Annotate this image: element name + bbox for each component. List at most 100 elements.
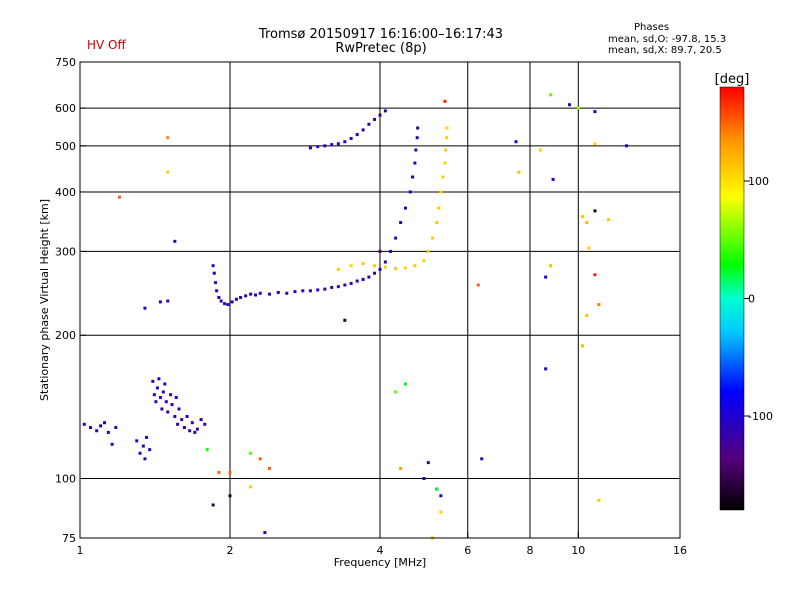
scatter-point-131 bbox=[587, 246, 591, 250]
scatter-point-159 bbox=[205, 448, 209, 452]
scatter-point-70 bbox=[373, 271, 377, 275]
scatter-point-79 bbox=[413, 161, 417, 165]
y-tick-label-1: 100 bbox=[55, 473, 76, 486]
scatter-point-61 bbox=[316, 288, 320, 292]
scatter-point-124 bbox=[539, 148, 543, 152]
scatter-point-153 bbox=[585, 314, 589, 318]
scatter-point-39 bbox=[203, 422, 207, 426]
scatter-point-128 bbox=[581, 215, 585, 219]
scatter-point-103 bbox=[373, 264, 377, 268]
scatter-point-57 bbox=[285, 291, 289, 295]
phase-colorbar bbox=[719, 86, 745, 511]
scatter-point-144 bbox=[217, 470, 221, 474]
scatter-point-17 bbox=[155, 386, 159, 390]
scatter-point-7 bbox=[103, 421, 107, 425]
scatter-point-148 bbox=[399, 466, 403, 470]
scatter-point-4 bbox=[106, 430, 110, 434]
scatter-point-37 bbox=[195, 427, 199, 431]
scatter-point-16 bbox=[154, 400, 158, 404]
scatter-point-90 bbox=[355, 133, 359, 137]
scatter-point-69 bbox=[367, 275, 371, 279]
scatter-point-169 bbox=[549, 264, 553, 268]
scatter-point-31 bbox=[180, 418, 184, 422]
scatter-point-135 bbox=[593, 110, 597, 114]
scatter-point-118 bbox=[445, 126, 449, 130]
scatter-point-94 bbox=[378, 113, 382, 117]
x-axis-label: Frequency [MHz] bbox=[334, 556, 426, 569]
scatter-point-32 bbox=[182, 425, 186, 429]
scatter-point-82 bbox=[416, 126, 420, 130]
scatter-point-22 bbox=[163, 382, 167, 386]
scatter-point-139 bbox=[480, 457, 484, 461]
scatter-point-98 bbox=[143, 306, 147, 310]
chart-title: Tromsø 20150917 16:16:00–16:17:43 bbox=[258, 27, 504, 42]
scatter-point-130 bbox=[607, 218, 611, 222]
scatter-point-113 bbox=[439, 190, 443, 194]
y-tick-label-2: 200 bbox=[55, 329, 76, 342]
y-tick-label-3: 300 bbox=[55, 245, 76, 258]
colorbar-tick-label-1: 0 bbox=[748, 293, 755, 306]
scatter-point-34 bbox=[188, 429, 192, 433]
scatter-point-97 bbox=[166, 299, 170, 303]
scatter-point-119 bbox=[166, 136, 170, 140]
scatter-point-21 bbox=[161, 390, 165, 394]
scatter-point-138 bbox=[544, 367, 548, 371]
scatter-point-102 bbox=[361, 261, 365, 265]
scatter-point-96 bbox=[158, 300, 162, 304]
colorbar-tick-label-2: -100 bbox=[748, 410, 773, 423]
x-tick-label-6: 16 bbox=[673, 544, 687, 557]
scatter-point-49 bbox=[234, 297, 238, 301]
scatter-point-12 bbox=[143, 457, 147, 461]
scatter-point-136 bbox=[625, 144, 629, 148]
scatter-point-133 bbox=[551, 177, 555, 181]
scatter-point-167 bbox=[343, 318, 347, 322]
scatter-point-158 bbox=[403, 382, 407, 386]
scatter-point-48 bbox=[230, 300, 234, 304]
scatter-point-84 bbox=[316, 145, 320, 149]
scatter-point-152 bbox=[581, 344, 585, 348]
scatter-point-83 bbox=[308, 146, 312, 150]
scatter-point-24 bbox=[166, 410, 170, 414]
scatter-point-140 bbox=[426, 461, 430, 465]
scatter-point-127 bbox=[593, 142, 597, 146]
y-axis-label: Stationary phase Virtual Height [km] bbox=[38, 199, 51, 401]
colorbar-tick-label-0: 100 bbox=[748, 175, 769, 188]
scatter-point-36 bbox=[193, 430, 197, 434]
scatter-point-35 bbox=[190, 421, 194, 425]
scatter-point-52 bbox=[249, 292, 253, 296]
scatter-point-161 bbox=[249, 451, 253, 455]
phases-o-stats: mean, sd,O: -97.8, 15.3 bbox=[608, 34, 727, 45]
scatter-point-56 bbox=[276, 290, 280, 294]
scatter-point-120 bbox=[166, 170, 170, 174]
scatter-point-106 bbox=[403, 266, 407, 270]
scatter-point-66 bbox=[349, 281, 353, 285]
scatter-point-3 bbox=[99, 424, 103, 428]
scatter-point-45 bbox=[219, 299, 223, 303]
scatter-point-58 bbox=[293, 290, 297, 294]
scatter-point-62 bbox=[323, 287, 327, 291]
scatter-point-95 bbox=[383, 109, 387, 113]
scatter-point-150 bbox=[597, 303, 601, 307]
scatter-point-112 bbox=[437, 206, 441, 210]
scatter-point-80 bbox=[414, 148, 418, 152]
colorbar-label: [deg] bbox=[715, 72, 750, 87]
scatter-point-163 bbox=[228, 494, 232, 498]
scatter-point-6 bbox=[110, 442, 114, 446]
scatter-point-74 bbox=[394, 236, 398, 240]
scatter-point-157 bbox=[394, 390, 398, 394]
scatter-point-1 bbox=[89, 425, 93, 429]
scatter-point-44 bbox=[217, 296, 221, 300]
scatter-point-145 bbox=[228, 470, 232, 474]
scatter-point-38 bbox=[199, 418, 203, 422]
scatter-point-72 bbox=[383, 260, 387, 264]
scatter-point-116 bbox=[444, 148, 448, 152]
phases-x-stats: mean, sd,X: 89.7, 20.5 bbox=[608, 45, 722, 56]
scatter-point-18 bbox=[157, 377, 161, 381]
scatter-point-51 bbox=[244, 294, 248, 298]
scatter-point-59 bbox=[301, 289, 305, 293]
scatter-point-122 bbox=[443, 99, 447, 103]
scatter-point-42 bbox=[213, 281, 217, 285]
scatter-point-109 bbox=[426, 249, 430, 253]
